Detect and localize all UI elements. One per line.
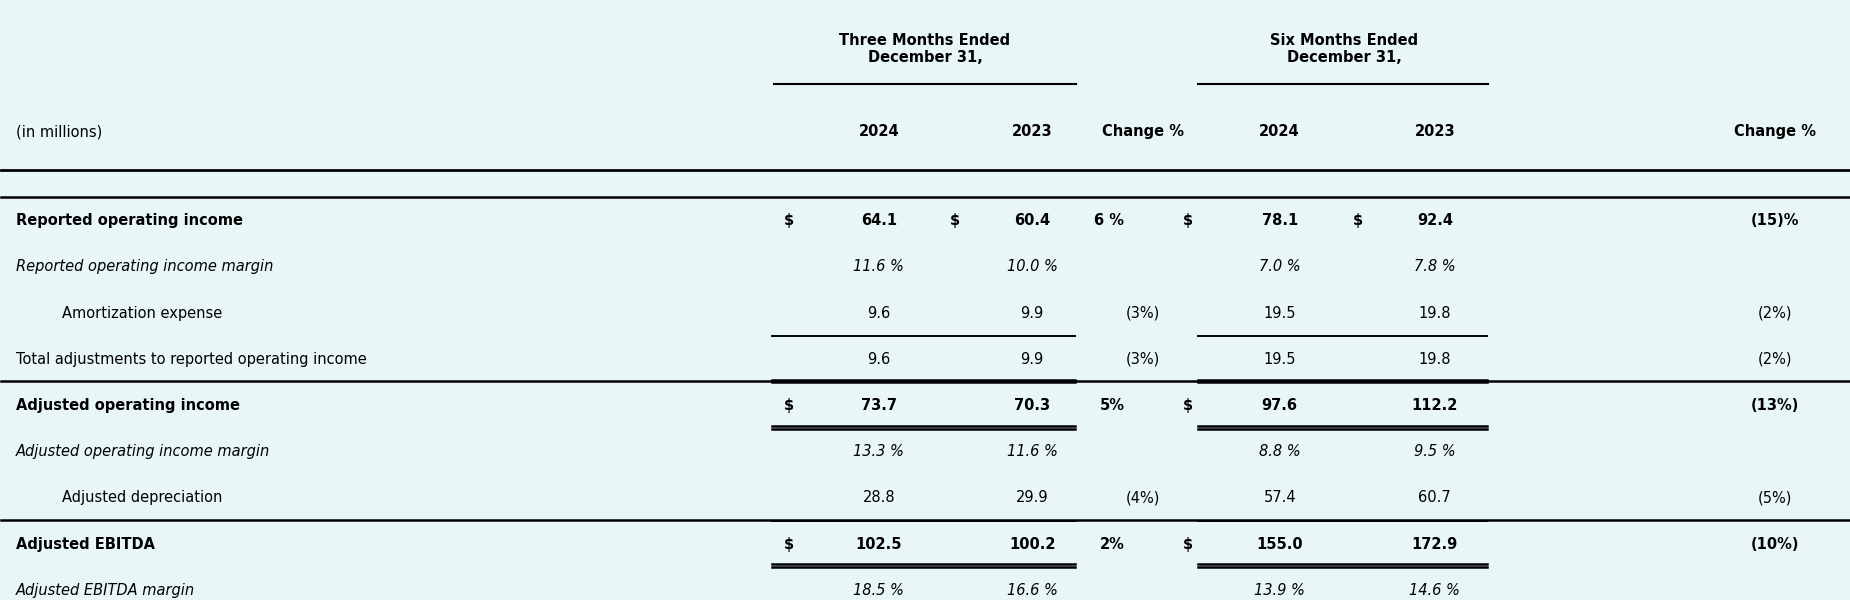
Text: (2%): (2%) [1758, 305, 1793, 320]
Text: (3%): (3%) [1127, 305, 1160, 320]
Text: (13%): (13%) [1750, 398, 1798, 413]
Text: 2024: 2024 [1260, 124, 1301, 139]
Text: 9.9: 9.9 [1021, 352, 1043, 367]
Text: 9.5 %: 9.5 % [1413, 444, 1456, 459]
Text: 16.6 %: 16.6 % [1006, 583, 1058, 598]
Text: 7.8 %: 7.8 % [1413, 259, 1456, 274]
Text: (5%): (5%) [1758, 490, 1793, 505]
Text: 172.9: 172.9 [1412, 536, 1458, 551]
Text: 92.4: 92.4 [1417, 213, 1452, 228]
Text: $: $ [784, 536, 794, 551]
Text: 9.6: 9.6 [868, 352, 890, 367]
Text: 8.8 %: 8.8 % [1258, 444, 1301, 459]
Text: (10%): (10%) [1750, 536, 1798, 551]
Text: 155.0: 155.0 [1256, 536, 1302, 551]
Text: Reported operating income margin: Reported operating income margin [17, 259, 274, 274]
Text: 6 %: 6 % [1095, 213, 1125, 228]
Text: Reported operating income: Reported operating income [17, 213, 242, 228]
Text: 78.1: 78.1 [1262, 213, 1299, 228]
Text: $: $ [784, 398, 794, 413]
Text: 14.6 %: 14.6 % [1410, 583, 1460, 598]
Text: $: $ [1182, 213, 1193, 228]
Text: 28.8: 28.8 [862, 490, 895, 505]
Text: 64.1: 64.1 [860, 213, 897, 228]
Text: Three Months Ended
December 31,: Three Months Ended December 31, [840, 32, 1010, 65]
Text: (15)%: (15)% [1750, 213, 1798, 228]
Text: Total adjustments to reported operating income: Total adjustments to reported operating … [17, 352, 366, 367]
Text: 70.3: 70.3 [1014, 398, 1051, 413]
Text: 100.2: 100.2 [1008, 536, 1054, 551]
Text: 19.8: 19.8 [1419, 305, 1450, 320]
Text: Amortization expense: Amortization expense [63, 305, 222, 320]
Text: 19.8: 19.8 [1419, 352, 1450, 367]
Text: 19.5: 19.5 [1264, 305, 1295, 320]
Text: 60.4: 60.4 [1014, 213, 1051, 228]
Text: Change %: Change % [1103, 124, 1184, 139]
Text: 7.0 %: 7.0 % [1258, 259, 1301, 274]
Text: $: $ [1352, 213, 1363, 228]
Text: 11.6 %: 11.6 % [1006, 444, 1058, 459]
Text: 2024: 2024 [858, 124, 899, 139]
Text: 112.2: 112.2 [1412, 398, 1458, 413]
Text: $: $ [1182, 398, 1193, 413]
Text: $: $ [1182, 536, 1193, 551]
Text: 9.9: 9.9 [1021, 305, 1043, 320]
Text: 13.3 %: 13.3 % [853, 444, 905, 459]
Text: 19.5: 19.5 [1264, 352, 1295, 367]
Text: Change %: Change % [1733, 124, 1815, 139]
Text: Adjusted depreciation: Adjusted depreciation [63, 490, 222, 505]
Text: 10.0 %: 10.0 % [1006, 259, 1058, 274]
Text: 11.6 %: 11.6 % [853, 259, 905, 274]
Text: (4%): (4%) [1127, 490, 1160, 505]
Text: 102.5: 102.5 [855, 536, 903, 551]
Text: 97.6: 97.6 [1262, 398, 1297, 413]
Text: 18.5 %: 18.5 % [853, 583, 905, 598]
Text: (in millions): (in millions) [17, 124, 102, 139]
Text: $: $ [784, 213, 794, 228]
Text: 13.9 %: 13.9 % [1254, 583, 1304, 598]
Text: Adjusted EBITDA: Adjusted EBITDA [17, 536, 155, 551]
Text: 29.9: 29.9 [1016, 490, 1049, 505]
Text: 57.4: 57.4 [1264, 490, 1297, 505]
Text: 5%: 5% [1099, 398, 1125, 413]
Text: Adjusted operating income margin: Adjusted operating income margin [17, 444, 270, 459]
Text: 9.6: 9.6 [868, 305, 890, 320]
Text: 2023: 2023 [1012, 124, 1053, 139]
Text: (3%): (3%) [1127, 352, 1160, 367]
Text: 73.7: 73.7 [860, 398, 897, 413]
Text: 60.7: 60.7 [1419, 490, 1450, 505]
Text: Adjusted EBITDA margin: Adjusted EBITDA margin [17, 583, 196, 598]
Text: Six Months Ended
December 31,: Six Months Ended December 31, [1271, 32, 1419, 65]
Text: (2%): (2%) [1758, 352, 1793, 367]
Text: Adjusted operating income: Adjusted operating income [17, 398, 241, 413]
Text: $: $ [949, 213, 960, 228]
Text: 2023: 2023 [1415, 124, 1456, 139]
Text: 2%: 2% [1099, 536, 1125, 551]
